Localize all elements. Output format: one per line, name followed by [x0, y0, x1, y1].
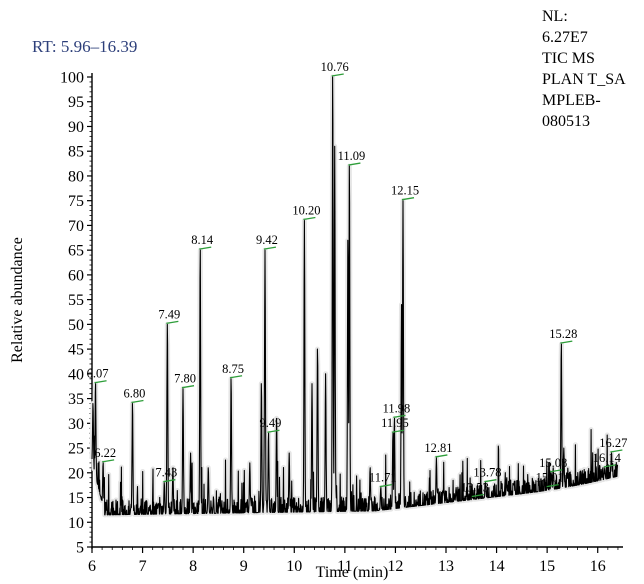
peak-label: 9.49	[260, 416, 282, 430]
peak-label: 11.95	[381, 416, 409, 430]
x-tick-label: 12	[387, 558, 403, 575]
peak-marker	[603, 464, 616, 468]
y-tick-label: 45	[68, 342, 84, 359]
info-block: NL: 6.27E7 TIC MS PLAN T_SA MPLEB- 08051…	[542, 8, 626, 130]
peak-label: 7.49	[158, 307, 180, 321]
x-tick-label: 15	[539, 558, 555, 575]
trace-layer	[89, 74, 620, 518]
peak-label: 7.80	[174, 372, 196, 386]
x-tick-label: 16	[590, 558, 606, 575]
x-axis-title: Time (min)	[316, 564, 389, 581]
peak-marker	[610, 449, 623, 453]
peak-marker	[163, 479, 176, 483]
peak-label: 10.20	[292, 203, 320, 217]
info-line-normalization-label: NL:	[542, 8, 568, 25]
peak-marker	[546, 483, 559, 488]
peak-marker	[391, 429, 405, 433]
peak-label: 11.71	[369, 471, 397, 485]
y-tick-label: 95	[68, 94, 84, 111]
peak-label: 15.08	[539, 456, 567, 470]
x-tick-label: 10	[286, 558, 302, 575]
info-line-sample-name-2: MPLEB-	[542, 92, 601, 109]
peak-marker	[560, 340, 573, 344]
info-line-normalization-value: 6.27E7	[542, 29, 588, 46]
y-tick-label: 50	[68, 317, 84, 334]
peak-marker	[435, 454, 448, 458]
y-tick-label: 30	[68, 416, 84, 433]
y-tick-label: 25	[68, 441, 84, 458]
peak-marker	[484, 479, 497, 483]
peak-label: 8.75	[222, 362, 244, 376]
info-line-sample-name-1: PLAN T_SA	[542, 71, 626, 88]
peak-label-layer: 6.07 6.22 6.80 7.43 7.49 7.80 8.14 8.75 9.42 9.49…	[87, 60, 628, 495]
peak-label: 16.14	[593, 451, 622, 465]
peak-label: 13.53	[461, 481, 489, 495]
y-tick-label: 90	[68, 119, 84, 136]
x-tick-label: 8	[189, 558, 197, 575]
peak-label: 6.22	[94, 446, 116, 460]
y-tick-label: 40	[68, 366, 84, 383]
peak-label: 11.09	[338, 149, 366, 163]
x-tick-label: 14	[489, 558, 505, 575]
peak-marker	[303, 216, 316, 221]
peak-label: 12.15	[391, 184, 419, 198]
y-tick-label: 20	[68, 465, 84, 482]
x-tick-label: 6	[88, 558, 96, 575]
axes: 5101520253035404550556065707580859095100…	[60, 70, 623, 575]
peak-marker	[267, 429, 280, 433]
peak-label: 9.42	[256, 233, 278, 247]
peak-label: 10.76	[321, 60, 349, 74]
peak-label: 13.78	[473, 466, 501, 480]
info-line-scan-type: TIC MS	[542, 50, 595, 67]
y-tick-label: 15	[68, 490, 84, 507]
y-tick-label: 100	[60, 70, 84, 87]
x-tick-label: 7	[139, 558, 147, 575]
y-tick-label: 80	[68, 168, 84, 185]
y-tick-label: 60	[68, 267, 84, 284]
tic-trace-line	[91, 76, 619, 516]
peak-label: 6.80	[124, 387, 146, 401]
peak-marker	[379, 483, 392, 488]
peak-marker	[131, 399, 144, 404]
y-tick-label: 85	[68, 144, 84, 161]
peak-marker-layer	[94, 73, 623, 498]
trace-halo	[89, 74, 620, 518]
peak-label: 8.14	[191, 233, 214, 247]
y-tick-label: 70	[68, 218, 84, 235]
y-tick-label: 35	[68, 391, 84, 408]
peak-marker	[331, 73, 344, 77]
info-line-sample-name-3: 080513	[542, 113, 590, 130]
peak-label: 15.01	[536, 471, 564, 485]
y-axis-title: Relative abundance	[9, 237, 26, 363]
peak-marker	[166, 320, 179, 325]
x-tick-label: 9	[240, 558, 248, 575]
peak-marker	[229, 375, 243, 379]
peak-marker	[401, 197, 415, 201]
x-tick-label: 13	[438, 558, 454, 575]
peak-label: 11.98	[383, 401, 411, 415]
peak-label: 16.27	[599, 436, 627, 450]
peak-label: 7.43	[155, 466, 177, 480]
peak-label: 12.81	[424, 441, 452, 455]
peak-marker	[102, 459, 115, 463]
peak-label: 15.28	[549, 327, 577, 341]
y-tick-label: 5	[76, 540, 84, 557]
y-tick-label: 55	[68, 292, 84, 309]
y-tick-label: 65	[68, 243, 84, 260]
rt-range-label: RT: 5.96–16.39	[32, 37, 137, 56]
peak-marker	[393, 414, 406, 419]
peak-marker	[471, 493, 484, 498]
peak-marker	[550, 469, 563, 473]
peak-marker	[181, 385, 195, 389]
peak-label: 6.07	[87, 367, 109, 381]
x-tick-label: 11	[337, 558, 352, 575]
peak-marker	[199, 246, 212, 250]
y-tick-label: 75	[68, 193, 84, 210]
peak-marker	[94, 380, 107, 384]
peak-marker	[263, 246, 277, 250]
peak-marker	[348, 162, 361, 166]
y-tick-label: 10	[68, 515, 84, 532]
